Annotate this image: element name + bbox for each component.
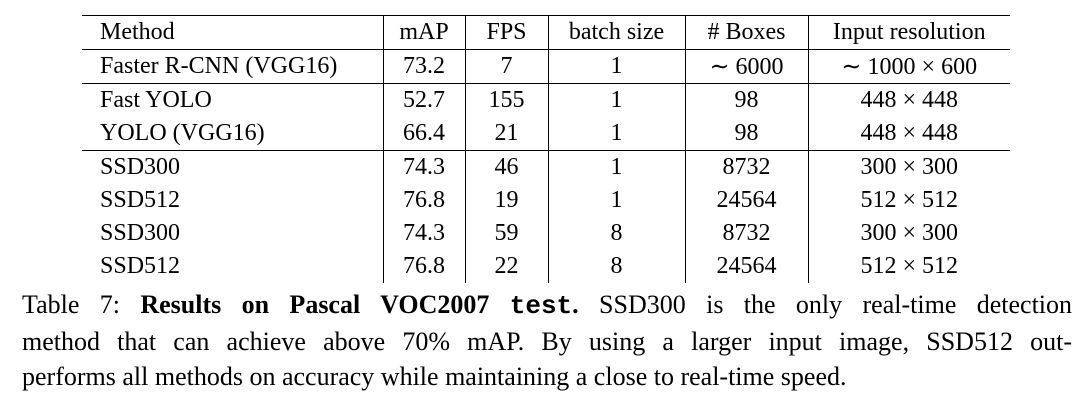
table-row: Fast YOLO 52.7 155 1 98 448 × 448 xyxy=(82,83,1010,117)
table-cell: 66.4 xyxy=(382,117,465,151)
caption-line: Table 7: Results on Pascal VOC2007 test.… xyxy=(22,287,1072,324)
caption-code: test xyxy=(509,291,573,321)
table-cell: SSD300 xyxy=(82,150,383,184)
table-row: SSD512 76.8 22 8 24564 512 × 512 xyxy=(82,250,1010,283)
table-cell: 8 xyxy=(547,217,685,250)
table-body: Method mAP FPS batch size # Boxes Input resol… xyxy=(82,15,1010,283)
table-cell: YOLO (VGG16) xyxy=(100,120,265,146)
table-cell: 24564 xyxy=(684,250,808,283)
table-cell: ∼ 6000 xyxy=(684,49,808,84)
header-cell: batch size xyxy=(547,15,685,50)
table-cell: 22 xyxy=(464,250,548,283)
table-cell: SSD512 xyxy=(100,253,181,279)
table-cell: 300 × 300 xyxy=(807,217,1010,250)
caption-text: SSD300 is the only real-time detection xyxy=(578,290,1073,319)
table-cell: 76.8 xyxy=(382,184,465,217)
table-cell: 1 xyxy=(547,184,685,217)
table-cell: 46 xyxy=(464,150,548,184)
caption-bold: Results on Pascal VOC2007 xyxy=(140,290,510,319)
table-row: YOLO (VGG16) 66.4 21 1 98 448 × 448 xyxy=(82,117,1010,151)
table-cell: 98 xyxy=(684,117,808,151)
table-cell: 59 xyxy=(464,217,548,250)
table-cell: Fast YOLO xyxy=(82,83,383,117)
table-cell: 19 xyxy=(464,184,548,217)
table-cell: 98 xyxy=(684,83,808,117)
table-row: SSD300 74.3 46 1 8732 300 × 300 xyxy=(82,150,1010,184)
header-cell: # Boxes xyxy=(684,15,808,50)
table-cell: 448 × 448 xyxy=(807,83,1010,117)
header-cell: mAP xyxy=(382,15,465,50)
table-cell: 155 xyxy=(464,83,548,117)
table-cell: 52.7 xyxy=(382,83,465,117)
table-cell: 512 × 512 xyxy=(807,250,1010,283)
header-cell: FPS xyxy=(464,15,548,50)
caption-label: Table 7: xyxy=(22,290,141,319)
table-row: Faster R-CNN (VGG16) 73.2 7 1 ∼ 6000 ∼ 1000 ×… xyxy=(82,49,1010,84)
table-cell: 1 xyxy=(547,117,685,151)
table-cell: 74.3 xyxy=(382,150,465,184)
table-cell: 8732 xyxy=(684,217,808,250)
table-cell: 1 xyxy=(547,150,685,184)
caption-bold-end: . xyxy=(572,290,579,319)
header-cell: Method xyxy=(82,15,383,50)
results-table: Method mAP FPS batch size # Boxes Input resol… xyxy=(82,15,1010,283)
caption-line: performs all methods on accuracy while m… xyxy=(22,362,847,391)
table-cell: 74.3 xyxy=(382,217,465,250)
table-cell: 76.8 xyxy=(382,250,465,283)
header-row: Method mAP FPS batch size # Boxes Input resol… xyxy=(82,15,1010,50)
table-cell: 8732 xyxy=(684,150,808,184)
table-cell: 448 × 448 xyxy=(807,117,1010,151)
header-cell: Input resolution xyxy=(807,15,1010,50)
table-row: SSD300 74.3 59 8 8732 300 × 300 xyxy=(82,217,1010,250)
table-cell: SSD512 xyxy=(100,187,181,213)
table-cell: 1 xyxy=(547,49,685,84)
table-cell: 8 xyxy=(547,250,685,283)
caption-line: method that can achieve above 70% mAP. B… xyxy=(22,327,1072,356)
table-cell: ∼ 1000 × 600 xyxy=(807,49,1010,84)
table-cell: SSD300 xyxy=(100,220,181,246)
table-cell: Faster R-CNN (VGG16) xyxy=(82,49,383,84)
table-cell: 7 xyxy=(464,49,548,84)
table-cell: 73.2 xyxy=(382,49,465,84)
table-cell: 1 xyxy=(547,83,685,117)
table-cell: 24564 xyxy=(684,184,808,217)
table-caption: Table 7: Results on Pascal VOC2007 test.… xyxy=(22,287,1072,394)
table-row: SSD512 76.8 19 1 24564 512 × 512 xyxy=(82,184,1010,217)
table-cell: 300 × 300 xyxy=(807,150,1010,184)
table-cell: 512 × 512 xyxy=(807,184,1010,217)
table-cell: 21 xyxy=(464,117,548,151)
